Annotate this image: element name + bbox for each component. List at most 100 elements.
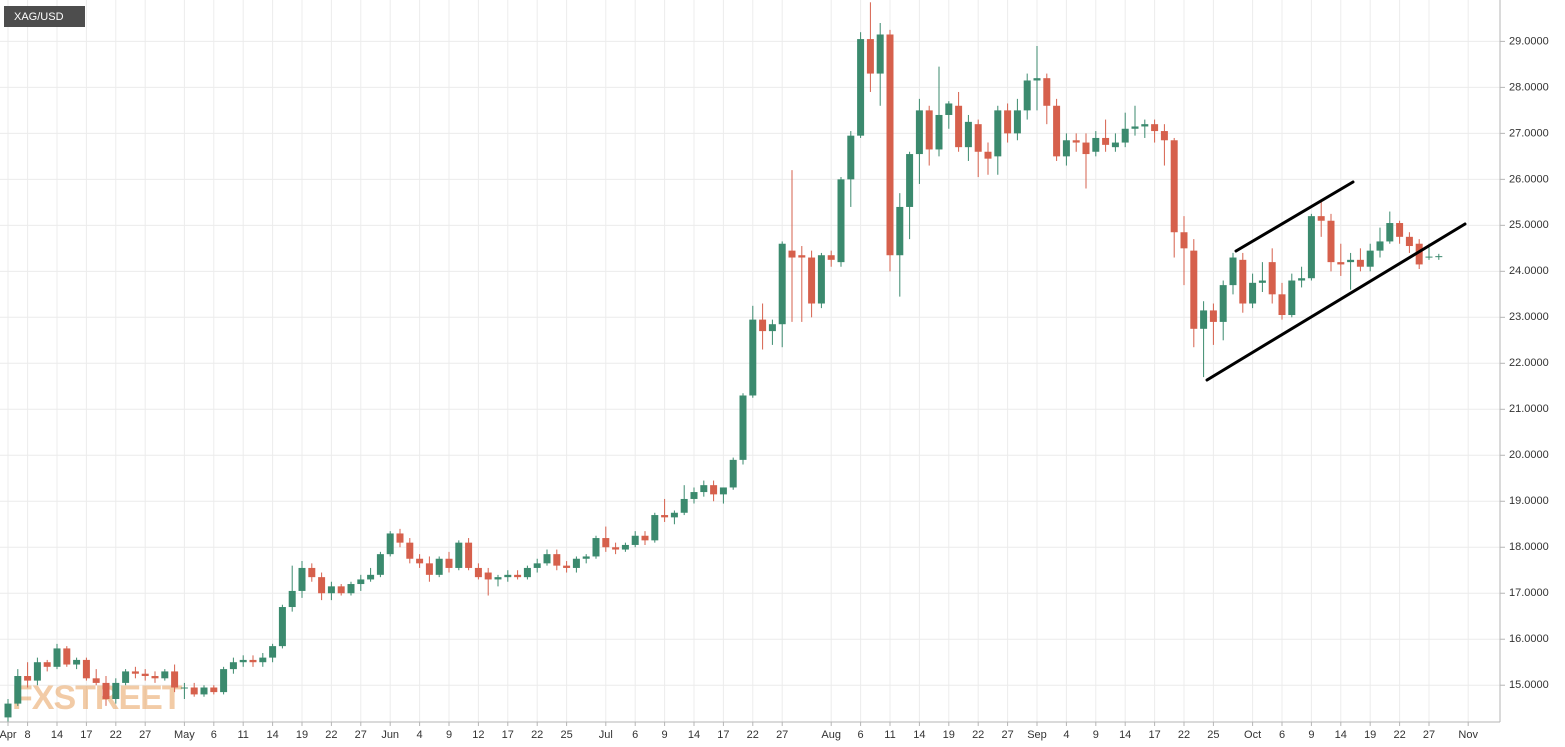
candle-body — [808, 257, 816, 304]
candle-body — [974, 124, 982, 152]
grid-layer — [0, 0, 1500, 722]
candle-body — [425, 563, 433, 575]
candle-body — [1131, 126, 1139, 129]
candle-body — [710, 485, 718, 495]
candle-body — [670, 512, 678, 518]
candle-body — [915, 110, 923, 155]
x-tick-label: 22 — [747, 729, 759, 741]
x-tick-label: Nov — [1458, 729, 1478, 741]
candle-body — [1072, 140, 1080, 143]
candle-body — [935, 114, 943, 150]
y-tick-label: 19.0000 — [1509, 495, 1549, 507]
candle-body — [1190, 250, 1198, 329]
candle-body — [53, 648, 61, 667]
candle-body — [543, 554, 551, 564]
candle-body — [1013, 110, 1021, 134]
candle-body — [1082, 142, 1090, 155]
x-tick-label: 8 — [25, 729, 31, 741]
y-tick-label: 27.0000 — [1509, 127, 1549, 139]
candle-body — [1160, 131, 1168, 141]
candle-body — [955, 105, 963, 148]
x-tick-label: 4 — [1063, 729, 1069, 741]
candle-body — [190, 687, 198, 695]
candle-body — [386, 533, 394, 555]
candle-body — [1268, 262, 1276, 295]
candle-body — [582, 556, 590, 559]
y-tick-label: 22.0000 — [1509, 357, 1549, 369]
x-tick-label: 6 — [1279, 729, 1285, 741]
candle-body — [925, 110, 933, 150]
candle-body — [857, 39, 865, 136]
candle-body — [1249, 282, 1257, 304]
x-tick-label: 27 — [355, 729, 367, 741]
candle-body — [1062, 140, 1070, 157]
watermark: FXSTREET — [12, 679, 183, 717]
x-tick-label: 4 — [417, 729, 423, 741]
candle-body — [229, 662, 237, 670]
candle-body — [63, 648, 71, 665]
candle-body — [1337, 262, 1345, 265]
candle-body — [474, 567, 482, 578]
x-tick-label: 14 — [1335, 729, 1347, 741]
candle-body — [612, 547, 620, 550]
x-tick-label: 19 — [296, 729, 308, 741]
candle-body — [847, 135, 855, 180]
x-tick-label: 14 — [688, 729, 700, 741]
x-tick-label: 27 — [139, 729, 151, 741]
candle-body — [122, 671, 130, 683]
candle-body — [1415, 243, 1423, 265]
candle-body — [661, 515, 669, 518]
x-tick-label: 12 — [472, 729, 484, 741]
x-tick-label: 11 — [884, 729, 895, 741]
candle-body — [1288, 280, 1296, 316]
candle-body — [504, 574, 512, 578]
candle-body — [298, 567, 306, 591]
candle-body — [1053, 105, 1061, 157]
candle-body — [494, 577, 502, 580]
x-tick-label: 17 — [80, 729, 92, 741]
candle-body — [1102, 137, 1110, 145]
candle-body — [984, 151, 992, 159]
x-tick-label: Apr — [0, 729, 17, 741]
candle-body — [1298, 278, 1306, 281]
x-tick-label: 6 — [858, 729, 864, 741]
x-tick-label: 19 — [1364, 729, 1376, 741]
candle-body — [621, 544, 629, 550]
x-tick-label: Sep — [1027, 729, 1047, 741]
candle-body — [690, 492, 698, 499]
x-tick-label: 27 — [1001, 729, 1013, 741]
x-tick-label: 27 — [776, 729, 788, 741]
candle-body — [1151, 124, 1159, 132]
candle-body — [455, 542, 463, 568]
candle-body — [1356, 259, 1364, 267]
candle-body — [700, 485, 708, 493]
candle-body — [220, 669, 228, 693]
chart-title: XAG/USD — [14, 11, 64, 23]
candle-body — [964, 121, 972, 148]
x-tick-label: 14 — [266, 729, 278, 741]
candle-body — [347, 584, 355, 594]
candle-body — [1121, 128, 1129, 143]
candle-body — [945, 103, 953, 115]
candle-body — [817, 255, 825, 304]
candle-body — [435, 558, 443, 575]
candle-body — [112, 682, 120, 700]
x-tick-label: Aug — [821, 729, 841, 741]
x-tick-label: 22 — [325, 729, 337, 741]
x-tick-label: 17 — [502, 729, 514, 741]
candle-body — [24, 676, 32, 681]
candle-body — [602, 538, 610, 548]
candle-body — [239, 659, 247, 663]
x-tick-label: 14 — [913, 729, 925, 741]
candle-body — [788, 250, 796, 258]
y-tick-label: 16.0000 — [1509, 633, 1549, 645]
y-tick-label: 21.0000 — [1509, 403, 1549, 415]
candle-body — [778, 243, 786, 325]
y-tick-label: 20.0000 — [1509, 449, 1549, 461]
candle-body — [318, 577, 326, 594]
y-tick-label: 24.0000 — [1509, 265, 1549, 277]
y-tick-label: 18.0000 — [1509, 541, 1549, 553]
candle-body — [1435, 256, 1443, 258]
candle-body — [102, 682, 110, 700]
